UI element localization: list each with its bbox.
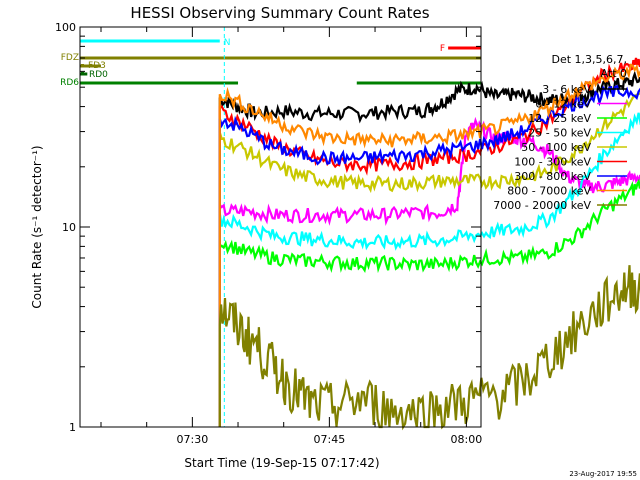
legend-header-line-1: Det 1,3,5,6,7, xyxy=(551,53,627,66)
flag-marker-fd3 xyxy=(81,64,84,67)
y-tick-label: 100 xyxy=(55,21,76,34)
legend-entry-label: 12 - 25 keV xyxy=(528,112,591,125)
x-axis-label: Start Time (19-Sep-15 07:17:42) xyxy=(184,456,379,470)
flag-label-fd3: FD3 xyxy=(88,61,106,71)
flag-marker-rd0 xyxy=(81,72,84,75)
legend-entry-label: 6 - 12 keV xyxy=(535,98,591,111)
y-axis-label: Count Rate (s⁻¹ detector⁻¹) xyxy=(30,145,44,308)
plot-frame xyxy=(79,26,482,428)
series-line-5 xyxy=(218,92,640,427)
series-line-3 xyxy=(218,178,640,427)
legend-entry-label: 25 - 50 keV xyxy=(528,127,591,140)
legend-header-line-2: Att 0 xyxy=(601,67,627,80)
footer-timestamp: 23-Aug-2017 19:55 xyxy=(569,470,637,478)
y-axis: 1 10 100 xyxy=(55,21,481,434)
legend-entry-label: 800 - 7000 keV xyxy=(507,185,591,198)
flag-label-n: N xyxy=(224,38,231,48)
x-tick-label: 07:30 xyxy=(177,433,209,446)
x-axis: 07:30 07:45 08:00 xyxy=(100,27,483,446)
legend: Det 1,3,5,6,7,Att 0 3 - 6 keV 6 - 12 keV12… xyxy=(493,53,627,212)
x-tick-label: 07:45 xyxy=(314,433,346,446)
legend-entry-label: 7000 - 20000 keV xyxy=(493,199,591,212)
legend-entry-label: 100 - 300 keV xyxy=(514,156,591,169)
series-group xyxy=(218,57,640,431)
series-line-8 xyxy=(218,63,640,427)
y-tick-label: 1 xyxy=(69,421,76,434)
x-tick-label: 08:00 xyxy=(451,433,483,446)
series-line-1 xyxy=(218,70,640,427)
legend-entry-label: 3 - 6 keV xyxy=(542,83,591,96)
y-tick-label: 10 xyxy=(62,221,76,234)
chart-title: HESSI Observing Summary Count Rates xyxy=(130,4,429,22)
series-line-9 xyxy=(218,265,640,431)
series-line-4 xyxy=(218,112,640,427)
flag-label-f: F xyxy=(440,44,445,54)
flag-label-rd0: RD0 xyxy=(89,70,108,80)
legend-entry-label: 50 - 100 keV xyxy=(521,141,591,154)
series-line-2 xyxy=(218,116,640,427)
legend-entry-label: 300 - 800 keV xyxy=(514,170,591,183)
flag-label-rd6: RD6 xyxy=(60,78,79,88)
flag-label-fdz: FDZ xyxy=(61,53,79,63)
